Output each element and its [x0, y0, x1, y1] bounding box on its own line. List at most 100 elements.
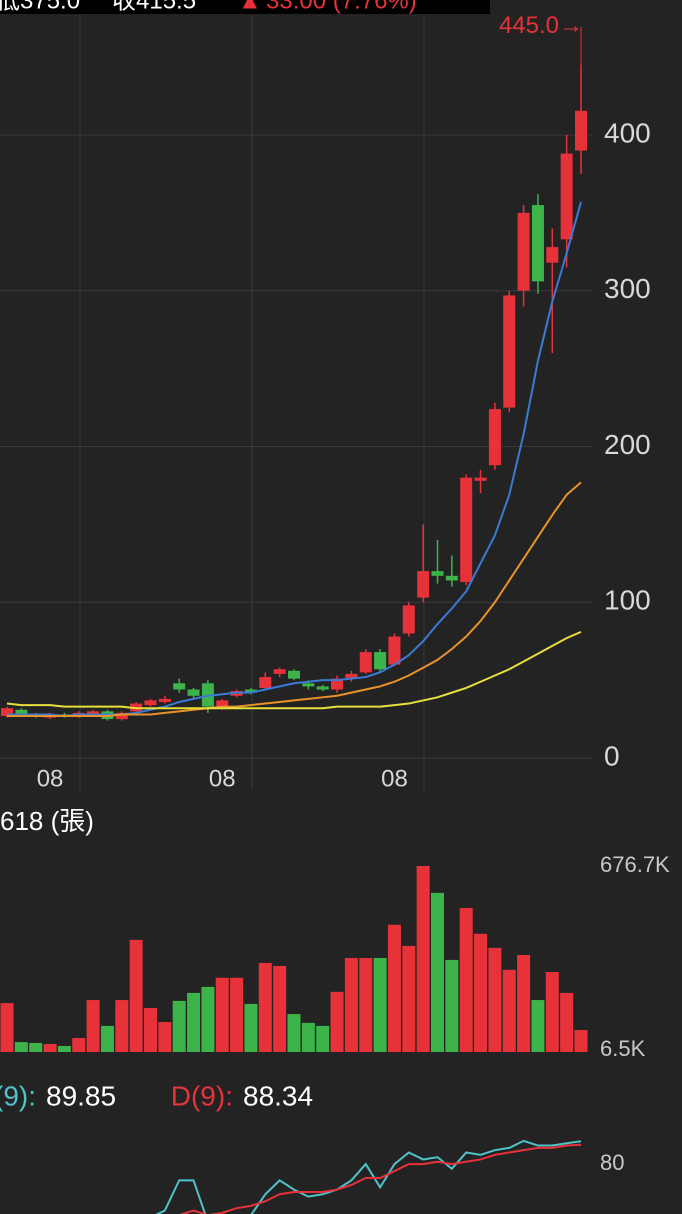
- volume-bar: [144, 1008, 157, 1052]
- candle-body: [460, 477, 473, 583]
- volume-bar: [330, 991, 344, 1052]
- volume-bar: [431, 892, 444, 1052]
- y-tick-label: 300: [604, 273, 651, 304]
- volume-bar: [230, 977, 244, 1052]
- header-bar: [0, 0, 490, 14]
- volume-bar: [459, 907, 473, 1052]
- y-tick-label: 676.7K: [600, 852, 670, 877]
- candle-body: [158, 698, 171, 702]
- volume-bar: [502, 969, 516, 1052]
- candle-body: [144, 700, 157, 706]
- candle-body: [173, 683, 186, 690]
- candle-body: [288, 670, 300, 679]
- ma-line: [7, 481, 582, 718]
- candle-body: [388, 636, 401, 665]
- volume-bar: [517, 954, 531, 1052]
- y-tick-label: 0: [604, 740, 620, 771]
- volume-bar: [0, 1003, 14, 1052]
- volume-bar: [574, 1030, 588, 1052]
- volume-bar: [273, 965, 287, 1052]
- volume-bar: [474, 933, 488, 1052]
- candle-body: [374, 652, 387, 670]
- candle-body: [402, 605, 415, 634]
- header-close: 收415.5: [112, 0, 196, 14]
- volume-bar: [215, 977, 229, 1052]
- candle-body: [359, 652, 372, 673]
- candle-body: [345, 673, 358, 679]
- annotation: 445.0→: [499, 12, 583, 39]
- x-tick-label: 08: [381, 765, 408, 792]
- candle-body: [445, 575, 458, 581]
- candle-body: [216, 700, 229, 709]
- candle-body: [273, 669, 286, 674]
- legend-value: 88.34: [243, 1080, 313, 1111]
- volume-bar: [172, 1000, 186, 1052]
- candle-body: [87, 711, 100, 715]
- volume-bar: [445, 959, 459, 1052]
- volume-bar: [373, 958, 387, 1052]
- candle-body: [474, 477, 487, 481]
- volume-title: 618 (張): [0, 806, 94, 836]
- volume-bar: [545, 972, 559, 1052]
- candle-body: [187, 689, 200, 696]
- kdj-line: [155, 1139, 582, 1214]
- volume-bar: [14, 1042, 28, 1052]
- candle-body: [546, 247, 559, 263]
- volume-bar: [29, 1042, 43, 1052]
- volume-bar: [301, 1022, 315, 1052]
- candle-body: [302, 683, 315, 687]
- x-tick-label: 08: [37, 765, 64, 792]
- volume-bar: [43, 1044, 57, 1052]
- candle-body: [244, 689, 257, 693]
- y-tick-label: 6.5K: [600, 1036, 646, 1061]
- candle-body: [531, 205, 544, 282]
- volume-bar: [258, 962, 272, 1052]
- legend-name: D(9):: [171, 1080, 233, 1111]
- volume-bar: [115, 1000, 129, 1052]
- volume-bar: [287, 1014, 301, 1052]
- candle-body: [517, 212, 530, 291]
- volume-bar: [387, 924, 401, 1052]
- candle-body: [115, 712, 128, 720]
- volume-bar: [201, 986, 215, 1052]
- candle-body: [1, 708, 13, 717]
- candle-body: [259, 677, 272, 688]
- volume-bar: [359, 958, 373, 1052]
- volume-bar: [158, 1022, 172, 1052]
- volume-bar: [72, 1037, 86, 1052]
- ma-line: [7, 201, 582, 718]
- kdj-line: [179, 1143, 582, 1214]
- volume-bar: [316, 1025, 330, 1052]
- y-tick-label: 200: [604, 429, 651, 460]
- volume-bar: [488, 947, 502, 1052]
- volume-bar: [244, 1003, 258, 1052]
- candle-body: [503, 295, 516, 408]
- candle-body: [575, 110, 587, 151]
- candle-body: [331, 678, 344, 690]
- header-low: 低375.0: [0, 0, 80, 14]
- y-tick-label: 80: [600, 1150, 624, 1175]
- candle-body: [15, 709, 28, 715]
- legend-value: 89.85: [46, 1080, 116, 1111]
- candle-body: [431, 571, 444, 576]
- volume-bar: [344, 958, 358, 1052]
- volume-bar: [531, 1000, 545, 1052]
- legend-name: K(9):: [0, 1080, 36, 1111]
- volume-bar: [100, 1025, 114, 1052]
- header-arrow: ▲: [238, 0, 262, 14]
- volume-bar: [57, 1045, 71, 1052]
- ma-line: [6, 630, 582, 710]
- volume-bar: [416, 866, 430, 1052]
- candle-body: [417, 571, 430, 598]
- volume-bar: [187, 992, 201, 1052]
- volume-bar: [86, 1000, 100, 1052]
- y-tick-label: 400: [604, 117, 651, 148]
- candle-body: [488, 409, 501, 466]
- header-change: 33.00 (7.76%): [266, 0, 417, 14]
- volume-bar: [129, 939, 143, 1052]
- y-tick-label: 100: [604, 585, 651, 616]
- volume-bar: [402, 945, 416, 1052]
- candle-body: [316, 686, 329, 690]
- volume-bar: [560, 992, 574, 1052]
